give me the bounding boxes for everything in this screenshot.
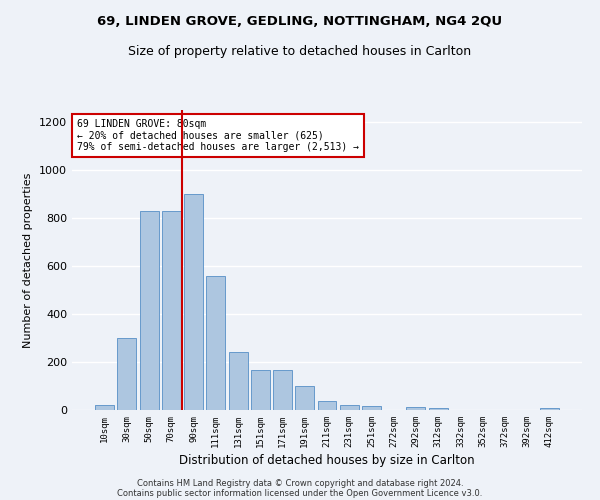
Bar (406, 407, 425, 410)
Text: 69, LINDEN GROVE, GEDLING, NOTTINGHAM, NG4 2QU: 69, LINDEN GROVE, GEDLING, NOTTINGHAM, N… (97, 15, 503, 28)
Bar (362, 406, 381, 410)
Bar (429, 408, 448, 410)
Text: Contains public sector information licensed under the Open Government Licence v3: Contains public sector information licen… (118, 488, 482, 498)
Bar (118, 338, 136, 410)
Bar (295, 386, 314, 410)
Bar (540, 408, 559, 410)
Bar (229, 352, 248, 410)
X-axis label: Distribution of detached houses by size in Carlton: Distribution of detached houses by size … (179, 454, 475, 467)
Bar (140, 211, 158, 410)
Y-axis label: Number of detached properties: Number of detached properties (23, 172, 34, 348)
Bar (162, 211, 181, 410)
Text: Contains HM Land Registry data © Crown copyright and database right 2024.: Contains HM Land Registry data © Crown c… (137, 478, 463, 488)
Text: Size of property relative to detached houses in Carlton: Size of property relative to detached ho… (128, 45, 472, 58)
Bar (317, 401, 337, 410)
Bar (206, 276, 225, 410)
Bar (273, 370, 292, 410)
Bar (95, 405, 114, 410)
Bar (340, 405, 359, 410)
Bar (251, 370, 270, 410)
Text: 69 LINDEN GROVE: 80sqm
← 20% of detached houses are smaller (625)
79% of semi-de: 69 LINDEN GROVE: 80sqm ← 20% of detached… (77, 119, 359, 152)
Bar (184, 194, 203, 410)
